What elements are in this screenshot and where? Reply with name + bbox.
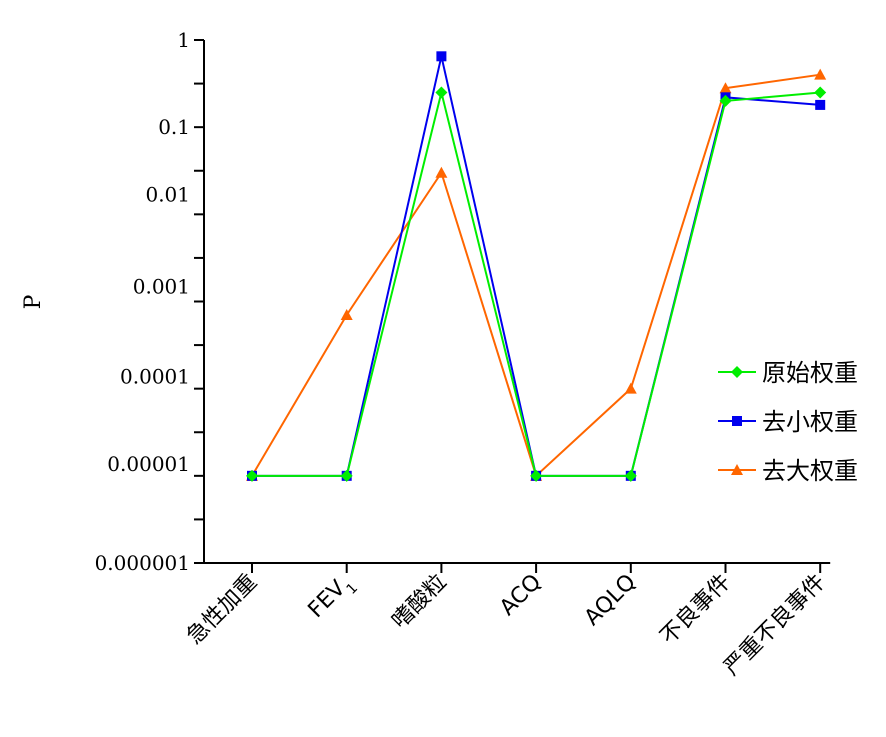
series-line (252, 56, 821, 477)
data-point (530, 469, 543, 482)
data-point (815, 99, 826, 110)
legend-swatch-marker (731, 366, 743, 378)
x-tick-label: ACQ (495, 570, 546, 621)
legend-label: 去小权重 (762, 408, 858, 436)
data-point (340, 309, 353, 321)
x-tick-label: 急性加重 (182, 570, 262, 650)
data-point (624, 382, 637, 394)
data-point (624, 469, 637, 482)
legend-label: 原始权重 (762, 359, 858, 387)
y-tick-label: 0.01 (145, 182, 190, 206)
legend-swatch-marker (732, 416, 742, 426)
y-axis-label: P (21, 294, 46, 309)
data-point (246, 469, 258, 482)
x-tick-label: 严重不良事件 (719, 570, 830, 681)
y-tick-label: 0.00001 (107, 452, 190, 476)
data-point (436, 51, 447, 62)
y-tick-label: 0.1 (158, 115, 190, 139)
legend-item: 去小权重 (718, 408, 858, 436)
legend-item: 去大权重 (718, 457, 858, 485)
data-point (814, 68, 827, 80)
data-point (340, 469, 353, 482)
series-line (251, 73, 821, 478)
y-tick-label: 0.001 (133, 275, 190, 299)
y-tick-label: 0.0001 (120, 365, 190, 389)
x-tick-label: 不良事件 (656, 570, 736, 650)
legend-swatch-marker (731, 464, 743, 475)
y-tick-label: 1 (177, 28, 190, 52)
y-tick-label: 0.000001 (95, 551, 190, 575)
legend-item: 原始权重 (718, 359, 858, 387)
legend-label: 去大权重 (762, 457, 858, 485)
data-point (435, 86, 448, 99)
series-group (246, 51, 827, 482)
data-point (719, 94, 732, 107)
data-point (814, 86, 827, 99)
x-tick-label: FEV1 (304, 570, 362, 628)
series-diamond (246, 86, 827, 482)
x-tick-label: 嗜酸粒 (387, 570, 451, 634)
x-tick-label: AQLQ (580, 570, 641, 631)
data-point (719, 82, 732, 94)
data-point (435, 166, 448, 178)
